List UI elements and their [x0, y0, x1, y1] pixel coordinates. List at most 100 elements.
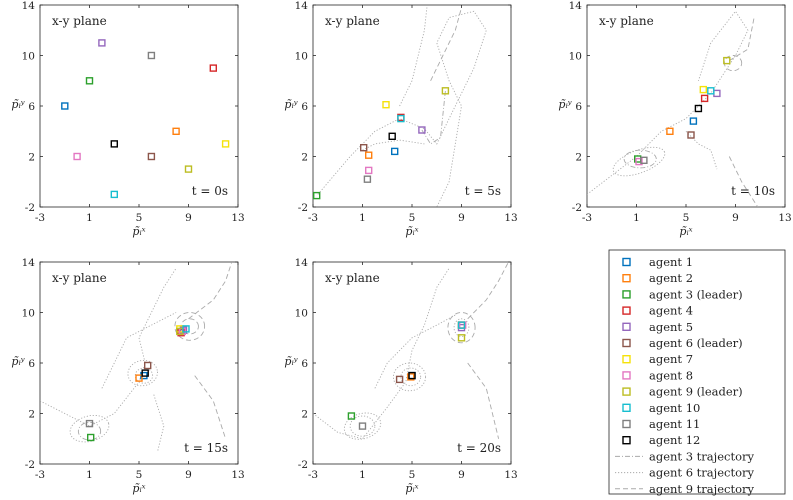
x-tick-label: 5: [136, 469, 143, 481]
time-label: t = 5s: [465, 184, 501, 198]
agent-9-marker: [184, 165, 193, 173]
agent-11-marker: [363, 175, 372, 183]
y-tick-label: 10: [22, 51, 35, 63]
y-tick-label: 6: [575, 101, 582, 113]
y-tick-label: 2: [575, 152, 582, 164]
trajectory-curve: [362, 139, 425, 151]
time-label: t = 15s: [184, 441, 228, 455]
x-tick-label: 1: [86, 212, 93, 224]
agent-6-marker: [687, 131, 695, 139]
legend-agent-9-marker: [622, 387, 631, 396]
legend-agent-6-label: agent 6 (leader): [649, 336, 743, 350]
agent-1-marker: [391, 147, 399, 156]
x-tick-label: 1: [359, 212, 366, 224]
x-tick-label: 1: [86, 469, 93, 481]
x-tick-label: 13: [231, 212, 244, 224]
y-tick-label: 14: [22, 0, 36, 12]
y-tick-label: 10: [295, 51, 308, 63]
legend-trajectory-3-label: agent 9 trajectory: [649, 482, 755, 496]
agent-4-marker: [209, 64, 218, 72]
legend-agent-4-marker: [622, 306, 631, 315]
trajectory-curve: [467, 262, 509, 320]
x-tick-label: -3: [308, 469, 318, 481]
trajectory-curve: [623, 149, 657, 169]
legend-trajectory-2-label: agent 6 trajectory: [649, 466, 755, 480]
y-axis-label: p̃ᵢʸ: [11, 355, 24, 368]
legend-agent-11-marker: [622, 419, 631, 429]
y-tick-label: 2: [28, 409, 35, 421]
agent-10-marker: [397, 114, 405, 123]
trajectory-curve: [392, 362, 427, 392]
legend-agent-2-marker: [622, 274, 631, 283]
x-tick-label: 13: [504, 469, 517, 481]
x-tick-label: 5: [409, 212, 416, 224]
y-tick-label: 2: [28, 152, 35, 164]
panel-title: x-y plane: [599, 14, 654, 28]
agent-10-marker: [182, 325, 190, 333]
y-tick-label: -2: [298, 202, 308, 214]
trajectory-curve: [467, 362, 500, 439]
y-tick-label: 6: [301, 358, 308, 370]
legend: agent 1 agent 2 agent 3 (leader) agent 4 age…: [608, 249, 786, 496]
x-tick-label: 5: [136, 212, 143, 224]
y-tick-label: 2: [301, 152, 308, 164]
time-label: t = 0s: [192, 184, 228, 198]
y-axis-label: p̃ᵢʸ: [284, 98, 297, 111]
trajectory-curve: [421, 90, 446, 145]
agent-2-marker: [365, 151, 373, 159]
x-tick-label: 1: [359, 469, 366, 481]
legend-agent-3-label: agent 3 (leader): [649, 287, 743, 301]
agent-5-marker: [418, 126, 426, 134]
trajectory-curve: [399, 7, 428, 107]
x-axis-label: p̃ᵢˣ: [132, 482, 145, 495]
agent-11-marker: [85, 419, 94, 428]
agent-9-marker: [441, 87, 450, 95]
x-tick-label: 13: [778, 212, 791, 224]
agent-2-marker: [135, 374, 143, 382]
trajectory-curve: [101, 312, 177, 389]
agent-12-marker: [694, 104, 703, 113]
agent-11-marker: [358, 422, 367, 430]
trajectory-curve: [343, 412, 382, 440]
legend-box: [608, 249, 786, 495]
y-tick-label: 6: [28, 358, 35, 370]
agent-5-marker: [98, 39, 106, 47]
y-tick-label: 10: [22, 308, 35, 320]
trajectory-curve: [188, 262, 233, 320]
y-tick-label: 14: [22, 257, 36, 269]
agent-6-marker: [143, 361, 152, 370]
legend-agent-4-label: agent 4: [649, 304, 693, 318]
axes-box: [39, 4, 239, 208]
agent-10-marker: [707, 87, 715, 95]
x-axis-label: p̃ᵢˣ: [405, 482, 418, 495]
x-tick-label: 13: [231, 469, 244, 481]
agent-12-marker: [388, 132, 396, 141]
panel-title: x-y plane: [325, 271, 380, 285]
trajectory-curve: [127, 359, 158, 387]
y-axis-label: p̃ᵢʸ: [558, 98, 571, 111]
trajectory-curve: [174, 312, 206, 341]
agent-4-marker: [700, 94, 709, 103]
legend-agent-10-label: agent 10: [649, 401, 700, 415]
y-tick-label: -2: [572, 202, 582, 214]
legend-agent-7-label: agent 7: [649, 352, 693, 366]
y-tick-label: -2: [298, 459, 308, 471]
trajectory-curve: [400, 367, 422, 387]
axes-box: [39, 261, 239, 465]
legend-agent-5-marker: [622, 322, 631, 331]
agent-2-marker: [172, 127, 180, 136]
agent-9-marker: [723, 56, 731, 65]
panel-5: -3 1 5 9 13 -2 2 6 10 14 p̃ᵢˣ p̃ᵢʸ x-y plane t = 20s: [284, 257, 517, 495]
x-axis-label: p̃ᵢˣ: [679, 225, 692, 238]
agent-8-marker: [365, 166, 373, 175]
agent-11-marker: [147, 51, 156, 60]
axes-box: [312, 4, 512, 208]
trajectory-curve: [313, 268, 450, 440]
agent-1-marker: [689, 117, 698, 125]
y-tick-label: -2: [25, 459, 35, 471]
trajectory-curve: [430, 7, 462, 81]
y-tick-label: 10: [569, 51, 582, 63]
agent-3-marker: [347, 412, 356, 420]
agent-8-marker: [73, 152, 81, 161]
